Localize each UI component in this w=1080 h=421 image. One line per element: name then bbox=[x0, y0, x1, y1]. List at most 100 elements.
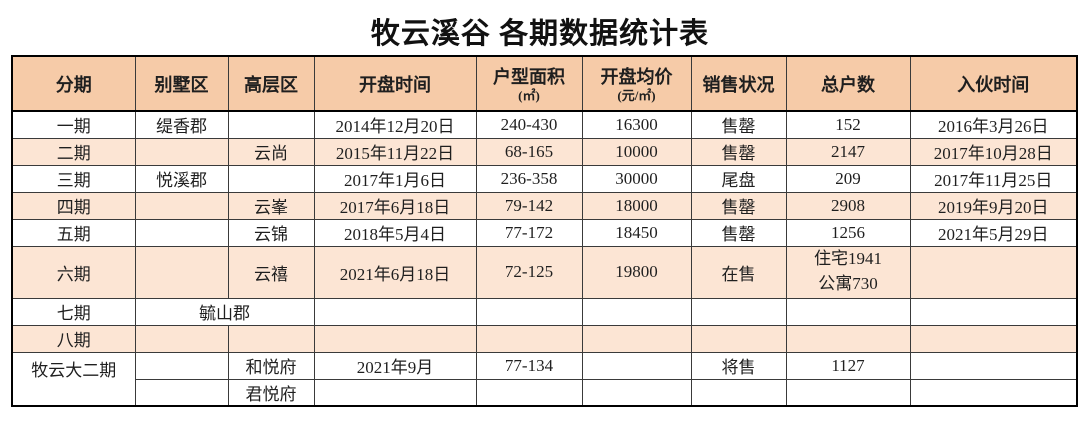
cell-total-units bbox=[785, 324, 911, 353]
cell-sales-status: 在售 bbox=[690, 245, 787, 299]
cell-villa-area bbox=[134, 378, 229, 407]
cell-sales-status bbox=[690, 324, 787, 353]
cell-avg-price bbox=[581, 297, 692, 326]
avg-price-unit-label: (元/㎡) bbox=[617, 88, 656, 104]
cell-villa-area: 缇香郡 bbox=[134, 110, 229, 139]
cell-highrise-area: 云禧 bbox=[227, 245, 315, 299]
cell-sales-status: 售罄 bbox=[690, 137, 787, 166]
cell-opening-date bbox=[313, 378, 477, 407]
cell-phase: 牧云大二期 bbox=[11, 351, 136, 407]
cell-opening-date: 2018年5月4日 bbox=[313, 218, 477, 247]
cell-phase: 三期 bbox=[11, 164, 136, 193]
cell-highrise-area: 云峯 bbox=[227, 191, 315, 220]
cell-opening-date: 2017年6月18日 bbox=[313, 191, 477, 220]
cell-movein-date: 2017年11月25日 bbox=[909, 164, 1078, 193]
col-header-movein-date: 入伙时间 bbox=[909, 55, 1078, 112]
cell-villa-area bbox=[134, 351, 229, 380]
cell-total-units: 209 bbox=[785, 164, 911, 193]
cell-villa-area bbox=[134, 137, 229, 166]
cell-highrise-area bbox=[227, 164, 315, 193]
cell-movein-date: 2019年9月20日 bbox=[909, 191, 1078, 220]
cell-highrise-area bbox=[227, 324, 315, 353]
data-table: 分期 别墅区 高层区 开盘时间 户型面积 (㎡) 开盘均价 (元/㎡) 销售状况… bbox=[11, 55, 1078, 407]
page-title: 牧云溪谷 各期数据统计表 bbox=[370, 18, 710, 50]
cell-movein-date: 2016年3月26日 bbox=[909, 110, 1078, 139]
cell-total-units bbox=[785, 297, 911, 326]
col-header-sales-status: 销售状况 bbox=[690, 55, 787, 112]
table-row-junyuefu: 君悦府 bbox=[12, 378, 1078, 407]
cell-unit-area: 68-165 bbox=[475, 137, 583, 166]
table-row-phase4: 四期 云峯 2017年6月18日 79-142 18000 售罄 2908 20… bbox=[11, 191, 1078, 220]
col-header-villa-area: 别墅区 bbox=[134, 55, 229, 112]
cell-avg-price: 10000 bbox=[581, 137, 692, 166]
cell-total-units: 住宅1941 公寓730 bbox=[785, 245, 911, 299]
cell-unit-area: 236-358 bbox=[475, 164, 583, 193]
table-row-phase7: 七期 毓山郡 bbox=[11, 297, 1078, 326]
cell-opening-date: 2021年9月 bbox=[313, 351, 477, 380]
cell-sales-status bbox=[690, 378, 787, 407]
cell-highrise-area: 云锦 bbox=[227, 218, 315, 247]
cell-movein-date bbox=[909, 297, 1078, 326]
cell-unit-area bbox=[475, 324, 583, 353]
cell-phase: 五期 bbox=[11, 218, 136, 247]
cell-unit-area: 77-134 bbox=[475, 351, 583, 380]
table-row-phase6: 六期 云禧 2021年6月18日 72-125 19800 在售 住宅1941 … bbox=[11, 245, 1078, 299]
cell-avg-price bbox=[581, 324, 692, 353]
cell-sales-status: 售罄 bbox=[690, 191, 787, 220]
header-row: 分期 别墅区 高层区 开盘时间 户型面积 (㎡) 开盘均价 (元/㎡) 销售状况… bbox=[11, 55, 1078, 112]
cell-avg-price: 30000 bbox=[581, 164, 692, 193]
col-header-opening-date: 开盘时间 bbox=[313, 55, 477, 112]
cell-phase: 二期 bbox=[11, 137, 136, 166]
cell-total-units: 152 bbox=[785, 110, 911, 139]
cell-villa-area bbox=[134, 245, 229, 299]
cell-sales-status: 将售 bbox=[690, 351, 787, 380]
cell-avg-price bbox=[581, 378, 692, 407]
cell-avg-price bbox=[581, 351, 692, 380]
col-header-total-units: 总户数 bbox=[785, 55, 911, 112]
cell-opening-date bbox=[313, 324, 477, 353]
table-row-phase3: 三期 悦溪郡 2017年1月6日 236-358 30000 尾盘 209 20… bbox=[11, 164, 1078, 193]
table-row-phase1: 一期 缇香郡 2014年12月20日 240-430 16300 售罄 152 … bbox=[11, 110, 1078, 139]
cell-villa-area bbox=[134, 191, 229, 220]
cell-phase: 七期 bbox=[11, 297, 136, 326]
cell-unit-area: 79-142 bbox=[475, 191, 583, 220]
cell-unit-area: 72-125 bbox=[475, 245, 583, 299]
cell-movein-date bbox=[909, 324, 1078, 353]
cell-total-units bbox=[785, 378, 911, 407]
cell-highrise-area: 君悦府 bbox=[227, 378, 315, 407]
cell-opening-date: 2021年6月18日 bbox=[313, 245, 477, 299]
unit-area-unit-label: (㎡) bbox=[518, 88, 540, 104]
cell-unit-area bbox=[475, 297, 583, 326]
cell-villa-highrise-merged: 毓山郡 bbox=[134, 297, 315, 326]
total-units-residential: 住宅1941 bbox=[814, 249, 882, 269]
table-row-phase5: 五期 云锦 2018年5月4日 77-172 18450 售罄 1256 202… bbox=[11, 218, 1078, 247]
cell-opening-date: 2014年12月20日 bbox=[313, 110, 477, 139]
cell-unit-area: 77-172 bbox=[475, 218, 583, 247]
cell-sales-status: 售罄 bbox=[690, 218, 787, 247]
cell-movein-date bbox=[909, 351, 1078, 380]
cell-total-units: 2908 bbox=[785, 191, 911, 220]
cell-sales-status bbox=[690, 297, 787, 326]
col-header-unit-area: 户型面积 (㎡) bbox=[475, 55, 583, 112]
cell-movein-date: 2021年5月29日 bbox=[909, 218, 1078, 247]
cell-opening-date: 2017年1月6日 bbox=[313, 164, 477, 193]
cell-phase: 四期 bbox=[11, 191, 136, 220]
table-row-phase2: 二期 云尚 2015年11月22日 68-165 10000 售罄 2147 2… bbox=[11, 137, 1078, 166]
total-units-apartment: 公寓730 bbox=[818, 274, 878, 293]
cell-opening-date: 2015年11月22日 bbox=[313, 137, 477, 166]
cell-avg-price: 19800 bbox=[581, 245, 692, 299]
cell-highrise-area: 云尚 bbox=[227, 137, 315, 166]
table-row-phase8: 八期 bbox=[11, 324, 1078, 353]
cell-movein-date bbox=[909, 378, 1078, 407]
cell-phase: 一期 bbox=[11, 110, 136, 139]
cell-avg-price: 18450 bbox=[581, 218, 692, 247]
cell-movein-date: 2017年10月28日 bbox=[909, 137, 1078, 166]
cell-total-units: 1127 bbox=[785, 351, 911, 380]
cell-villa-area: 悦溪郡 bbox=[134, 164, 229, 193]
col-header-phase: 分期 bbox=[11, 55, 136, 112]
cell-unit-area: 240-430 bbox=[475, 110, 583, 139]
cell-villa-area bbox=[134, 218, 229, 247]
cell-highrise-area bbox=[227, 110, 315, 139]
cell-villa-area bbox=[134, 324, 229, 353]
cell-phase: 六期 bbox=[11, 245, 136, 299]
